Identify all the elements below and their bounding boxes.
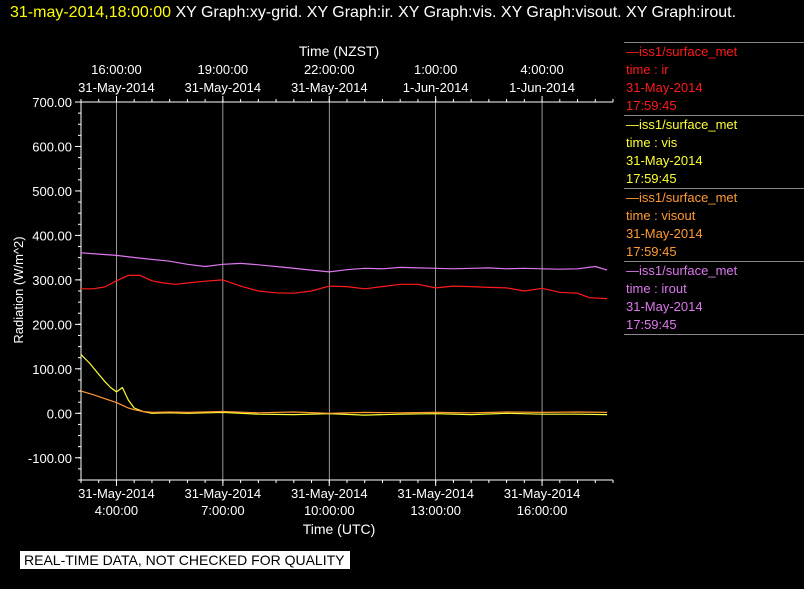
x2-tick-time-label: 22:00:00 [304, 62, 355, 77]
y-tick-label: 300.00 [32, 273, 72, 288]
x-tick-date-label: 31-May-2014 [504, 486, 581, 501]
legend-source: —iss1/surface_met [626, 263, 738, 278]
x2-tick-date-label: 1-Jun-2014 [403, 80, 469, 95]
x-tick-date-label: 31-May-2014 [291, 486, 368, 501]
legend-date: 31-May-2014 [626, 226, 703, 241]
legend-label: time : ir [626, 62, 669, 77]
graph-titles: XY Graph:xy-grid. XY Graph:ir. XY Graph:… [175, 4, 737, 21]
legend-date: 31-May-2014 [626, 80, 703, 95]
x2-tick-time-label: 1:00:00 [414, 62, 457, 77]
x-tick-time-label: 16:00:00 [517, 503, 568, 518]
x2-tick-time-label: 19:00:00 [198, 62, 249, 77]
x2-tick-date-label: 31-May-2014 [78, 80, 155, 95]
legend-date: 31-May-2014 [626, 153, 703, 168]
legend-time: 17:59:45 [626, 317, 677, 332]
y-axis-label: Radiation (W/m^2) [11, 236, 26, 343]
x-axis-label: Time (UTC) [303, 521, 376, 537]
x-tick-date-label: 31-May-2014 [78, 486, 155, 501]
x2-tick-date-label: 31-May-2014 [185, 80, 262, 95]
legend-source: —iss1/surface_met [626, 44, 738, 59]
series-line-irout [80, 252, 608, 273]
x-tick-time-label: 7:00:00 [201, 503, 244, 518]
x-tick-time-label: 13:00:00 [410, 503, 461, 518]
y-tick-label: -100.00 [28, 451, 72, 466]
legend-divider [624, 334, 804, 335]
y-tick-label: 200.00 [32, 317, 72, 332]
quality-notice: REAL-TIME DATA, NOT CHECKED FOR QUALITY [20, 551, 351, 569]
series-line-visout [80, 390, 608, 414]
graph-header: 31-may-2014,18:00:00 XY Graph:xy-grid. X… [10, 2, 800, 24]
y-tick-label: 0.00 [47, 406, 72, 421]
x2-tick-date-label: 1-Jun-2014 [509, 80, 575, 95]
y-tick-label: 500.00 [32, 184, 72, 199]
x2-tick-time-label: 4:00:00 [520, 62, 563, 77]
x-tick-date-label: 31-May-2014 [185, 486, 262, 501]
legend-label: time : visout [626, 208, 696, 223]
x2-tick-time-label: 16:00:00 [91, 62, 142, 77]
x-tick-time-label: 4:00:00 [95, 503, 138, 518]
legend-label: time : vis [626, 135, 678, 150]
legend-label: time : irout [626, 281, 687, 296]
legend-date: 31-May-2014 [626, 299, 703, 314]
y-tick-label: 600.00 [32, 139, 72, 154]
legend-source: —iss1/surface_met [626, 190, 738, 205]
legend-time: 17:59:45 [626, 98, 677, 113]
x2-tick-date-label: 31-May-2014 [291, 80, 368, 95]
legend-time: 17:59:45 [626, 244, 677, 259]
x-tick-date-label: 31-May-2014 [397, 486, 474, 501]
x-tick-time-label: 10:00:00 [304, 503, 355, 518]
legend-time: 17:59:45 [626, 171, 677, 186]
series-line-vis [80, 354, 608, 416]
y-tick-label: 700.00 [32, 95, 72, 110]
series-line-ir [81, 274, 608, 300]
y-tick-label: 400.00 [32, 228, 72, 243]
timestamp: 31-may-2014,18:00:00 [10, 4, 171, 21]
legend-source: —iss1/surface_met [626, 117, 738, 132]
legend: —iss1/surface_met time : ir 31-May-2014 17:… [624, 42, 804, 335]
x2-axis-label: Time (NZST) [299, 43, 379, 59]
y-tick-label: 100.00 [32, 362, 72, 377]
